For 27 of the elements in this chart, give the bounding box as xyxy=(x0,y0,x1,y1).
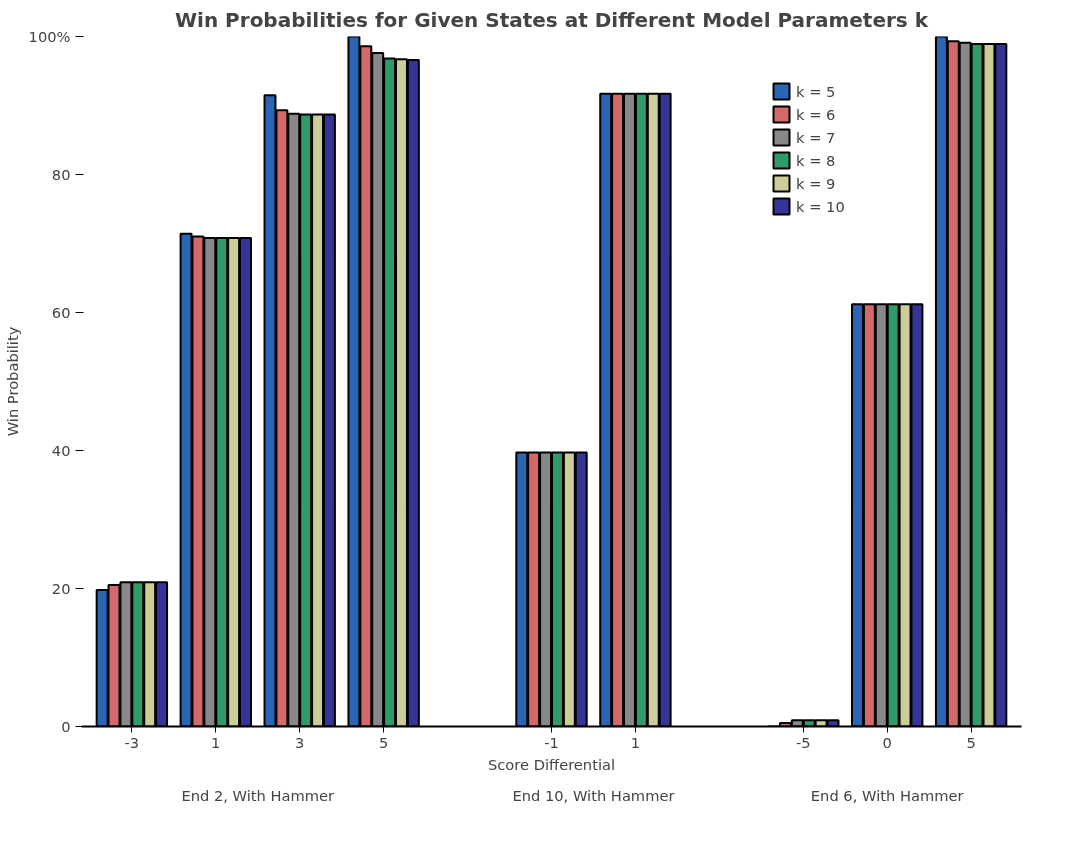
chart-title: Win Probabilities for Given States at Different Model Parameters k xyxy=(174,7,929,32)
legend-label: k = 6 xyxy=(796,105,836,123)
x-tick-label: 5 xyxy=(378,733,389,751)
x-tick-label: -1 xyxy=(544,733,559,751)
legend-label: k = 7 xyxy=(796,128,836,146)
text: End 6, With Hammer xyxy=(810,786,965,804)
x-tick-label: 5 xyxy=(966,733,976,751)
y-axis-title: Win Probability xyxy=(3,326,21,437)
x-axis-title: Score Differential xyxy=(487,755,616,773)
y-tick-label: 0 xyxy=(61,718,71,735)
x-tick-label: 1 xyxy=(211,733,221,751)
x-tick-label: 3 xyxy=(295,733,305,751)
y-tick-label: 60 xyxy=(51,304,71,321)
y-tick-label: 80 xyxy=(51,166,71,183)
y-tick-label: 20 xyxy=(51,580,71,597)
x-tick-label: -5 xyxy=(795,733,811,751)
legend-label: k = 5 xyxy=(796,82,836,100)
legend-label: k = 10 xyxy=(796,197,845,215)
text: End 10, With Hammer xyxy=(512,786,676,804)
legend-label: k = 8 xyxy=(796,151,836,169)
legend-label: k = 9 xyxy=(796,174,836,192)
y-tick-label: 40 xyxy=(51,442,71,459)
x-tick-label: 0 xyxy=(882,733,892,751)
x-tick-label: 1 xyxy=(630,733,641,751)
y-tick-label: 100% xyxy=(28,28,71,45)
x-tick-label: -3 xyxy=(124,733,140,751)
text: End 2, With Hammer xyxy=(181,786,336,804)
